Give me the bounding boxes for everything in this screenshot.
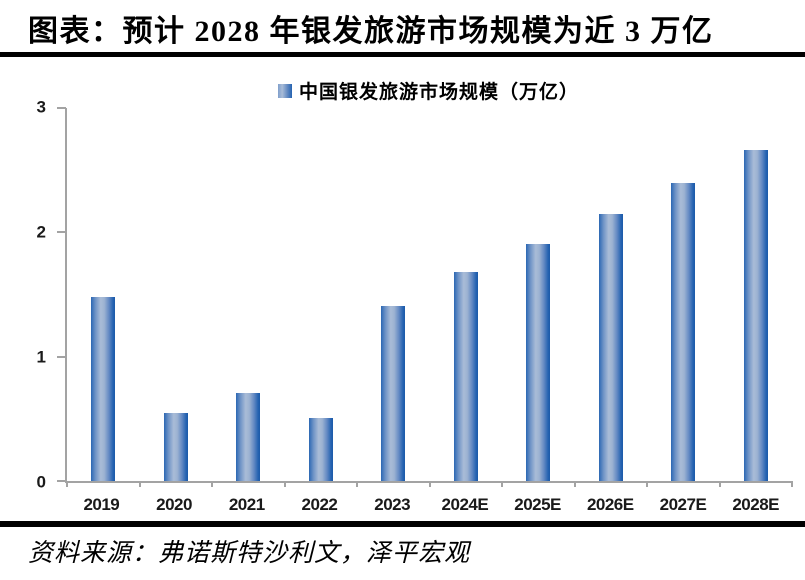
bar-column-2021 bbox=[212, 108, 285, 481]
x-tick-mark bbox=[646, 481, 648, 487]
x-tick-mark bbox=[66, 481, 68, 487]
x-tick-mark bbox=[356, 481, 358, 487]
plot-area bbox=[57, 107, 793, 487]
source-note: 资料来源：弗诺斯特沙利文，泽平宏观 bbox=[28, 540, 471, 567]
bar-column-2025E bbox=[502, 108, 575, 481]
bar-2022 bbox=[308, 417, 333, 481]
bar-area bbox=[67, 108, 792, 481]
bar-2028E bbox=[743, 150, 768, 481]
x-tick-label-2025E: 2025E bbox=[514, 495, 561, 514]
bar-column-2024E bbox=[430, 108, 503, 481]
source-divider bbox=[0, 521, 805, 527]
y-axis-labels: 0 1 2 3 bbox=[14, 99, 46, 491]
x-tick-mark bbox=[573, 481, 576, 487]
x-tick-label-2020: 2020 bbox=[156, 495, 192, 514]
bar-2027E bbox=[671, 182, 696, 481]
bar-column-2026E bbox=[575, 108, 648, 481]
x-tick-label-2019: 2019 bbox=[83, 495, 120, 514]
y-tick-label-2: 2 bbox=[36, 222, 46, 242]
x-tick-label-2021: 2021 bbox=[228, 495, 265, 514]
y-tick-mark bbox=[57, 480, 66, 482]
title-divider bbox=[0, 52, 805, 57]
y-tick-label-0: 0 bbox=[36, 472, 46, 492]
x-tick-mark bbox=[501, 481, 503, 487]
y-tick-label-1: 1 bbox=[36, 347, 46, 367]
x-tick-mark bbox=[211, 481, 213, 487]
bar-column-2019 bbox=[67, 108, 140, 481]
x-tick-mark bbox=[138, 481, 141, 487]
x-axis-labels: 2019 2020 2021 2022 2023 2024E 2025E 2026E 2027E… bbox=[65, 495, 792, 515]
bar-column-2028E bbox=[720, 108, 793, 481]
bar-column-2022 bbox=[285, 108, 358, 481]
bar-column-2023 bbox=[357, 108, 430, 481]
bar-2021 bbox=[236, 392, 261, 481]
x-tick-label-2022: 2022 bbox=[301, 495, 338, 514]
bar-2020 bbox=[163, 412, 188, 481]
bar-2026E bbox=[598, 213, 623, 481]
bar-column-2020 bbox=[140, 108, 213, 481]
x-tick-label-2026E: 2026E bbox=[586, 495, 634, 514]
y-tick-label-3: 3 bbox=[36, 97, 46, 117]
bar-2024E bbox=[453, 272, 478, 481]
x-tick-mark bbox=[283, 481, 286, 487]
x-tick-label-2024E: 2024E bbox=[441, 495, 489, 514]
legend-marker-icon bbox=[277, 83, 292, 98]
y-tick-mark bbox=[57, 231, 66, 234]
bar-2025E bbox=[526, 243, 551, 481]
legend-label: 中国银发旅游市场规模（万亿） bbox=[298, 82, 579, 103]
legend: 中国银发旅游市场规模（万亿） bbox=[65, 77, 792, 104]
bar-2019 bbox=[91, 297, 116, 481]
page-title: 图表：预计 2028 年银发旅游市场规模为近 3 万亿 bbox=[28, 15, 714, 48]
x-tick-mark bbox=[791, 481, 793, 487]
y-tick-mark bbox=[57, 355, 66, 358]
x-tick-label-2027E: 2027E bbox=[659, 495, 707, 514]
x-tick-mark bbox=[718, 481, 721, 487]
bar-column-2027E bbox=[647, 108, 720, 481]
x-tick-mark bbox=[428, 481, 431, 487]
x-tick-label-2028E: 2028E bbox=[732, 495, 780, 514]
x-tick-label-2023: 2023 bbox=[374, 495, 411, 514]
bar-2023 bbox=[381, 305, 406, 481]
y-tick-mark bbox=[57, 107, 66, 109]
